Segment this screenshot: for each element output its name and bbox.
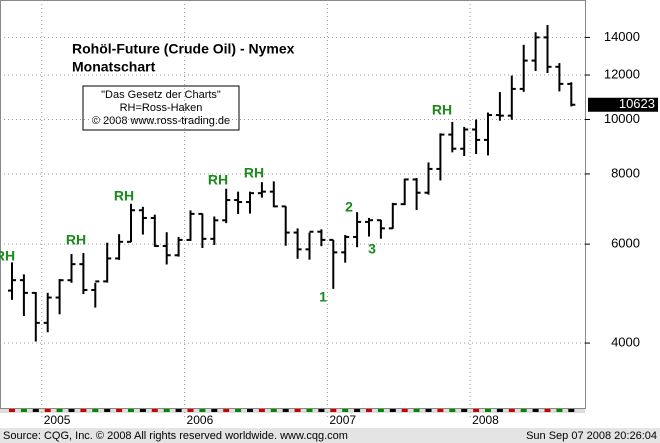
x-tick-label: 2006 (187, 413, 214, 427)
month-tick (9, 409, 15, 412)
month-tick (128, 409, 134, 412)
month-tick (496, 409, 503, 412)
last-price-label: 10623 (619, 96, 655, 111)
month-tick (306, 409, 313, 412)
info-line: "Das Gesetz der Charts" (101, 89, 221, 101)
month-tick (449, 409, 456, 412)
month-tick (413, 409, 420, 412)
month-tick (425, 409, 432, 412)
month-tick (342, 409, 349, 412)
month-tick (199, 409, 206, 412)
month-tick (211, 409, 218, 412)
info-line: RH=Ross-Haken (120, 102, 203, 114)
month-tick (151, 409, 158, 412)
y-tick-label: 4000 (611, 334, 640, 349)
month-tick (389, 409, 396, 412)
x-tick-label: 2007 (329, 413, 356, 427)
annotation: 1 (319, 289, 327, 305)
annotation: RH (114, 188, 134, 204)
chart-subtitle: Monatschart (72, 59, 156, 75)
month-tick (175, 409, 182, 412)
info-box (82, 85, 240, 131)
month-tick (32, 409, 39, 412)
month-tick (247, 409, 253, 412)
month-tick (187, 409, 194, 412)
annotation: 2 (345, 199, 353, 215)
month-tick (508, 409, 515, 412)
month-tick (532, 409, 539, 412)
footer-bar (0, 428, 660, 443)
y-tick-label: 10000 (604, 111, 640, 126)
month-tick (556, 409, 563, 412)
month-tick (80, 409, 87, 412)
month-tick (68, 409, 75, 412)
annotation: RH (208, 172, 228, 188)
month-tick (139, 409, 146, 412)
info-line: © 2008 www.ross-trading.de (92, 115, 230, 127)
month-tick (20, 409, 27, 412)
plot-frame (0, 0, 586, 409)
month-tick (163, 409, 170, 412)
y-tick-label: 12000 (604, 66, 640, 81)
footer-date: Sun Sep 07 2008 20:26:04 (526, 430, 657, 442)
month-tick (437, 409, 444, 412)
month-tick (401, 409, 408, 412)
month-tick (56, 409, 63, 412)
last-price-box (588, 97, 658, 112)
month-tick (116, 409, 123, 412)
month-tick (461, 409, 468, 412)
month-tick (568, 409, 575, 412)
y-tick-label: 6000 (611, 236, 640, 251)
month-strip (0, 409, 585, 413)
month-tick (544, 409, 551, 412)
y-tick-label: 8000 (611, 165, 640, 180)
chart-title: Rohöl-Future (Crude Oil) - Nymex (72, 41, 295, 57)
y-tick-label: 14000 (604, 29, 640, 44)
x-tick-label: 2008 (472, 413, 499, 427)
annotation: RH (0, 248, 15, 264)
month-tick (520, 409, 527, 412)
month-tick (92, 409, 99, 412)
month-tick (282, 409, 289, 412)
month-tick (44, 409, 51, 412)
month-tick (318, 409, 325, 412)
annotation: RH (66, 232, 86, 248)
month-tick (366, 409, 372, 412)
month-tick (377, 409, 384, 412)
annotation: RH (244, 165, 264, 181)
month-tick (354, 409, 361, 412)
annotation: 3 (368, 241, 376, 257)
month-tick (485, 409, 491, 412)
month-tick (473, 409, 480, 412)
month-tick (330, 409, 337, 412)
month-tick (235, 409, 242, 412)
month-tick (294, 409, 301, 412)
x-tick-label: 2005 (44, 413, 71, 427)
month-tick (270, 409, 277, 412)
month-tick (258, 409, 265, 412)
month-tick (104, 409, 111, 412)
footer-source: Source: CQG, Inc. © 2008 All rights rese… (3, 430, 348, 442)
annotation: RH (432, 102, 452, 118)
month-tick (223, 409, 230, 412)
